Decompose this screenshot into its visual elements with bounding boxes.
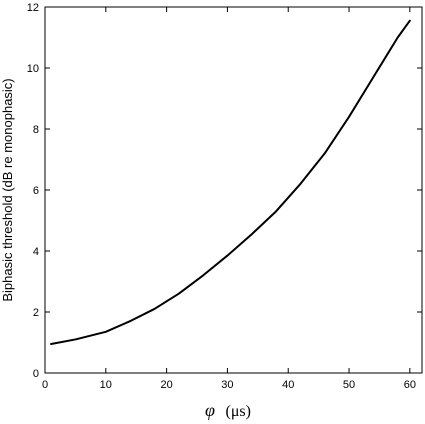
- y-tick-label: 4: [33, 246, 39, 258]
- x-tick-label: 20: [160, 379, 172, 391]
- y-tick-label: 8: [33, 124, 39, 136]
- x-tick-label: 50: [343, 379, 355, 391]
- x-tick-label: 0: [42, 379, 48, 391]
- plot-frame: [44, 6, 423, 374]
- x-tick-label: 40: [282, 379, 294, 391]
- x-tick-label: 60: [404, 379, 416, 391]
- y-tick-label: 2: [33, 307, 39, 319]
- x-axis-title: φ (μs): [205, 400, 251, 420]
- x-tick-label: 10: [100, 379, 112, 391]
- y-tick-label: 12: [27, 2, 39, 14]
- x-tick-label: 30: [221, 379, 233, 391]
- y-tick-label: 0: [33, 368, 39, 380]
- x-axis-symbol: φ: [205, 400, 215, 420]
- series-line-0: [50, 19, 411, 346]
- y-tick-label: 10: [27, 63, 39, 75]
- x-axis-unit: (μs): [226, 403, 251, 420]
- y-axis-title: Biphasic threshold (dB re monophasic): [0, 78, 15, 301]
- y-tick-label: 6: [33, 185, 39, 197]
